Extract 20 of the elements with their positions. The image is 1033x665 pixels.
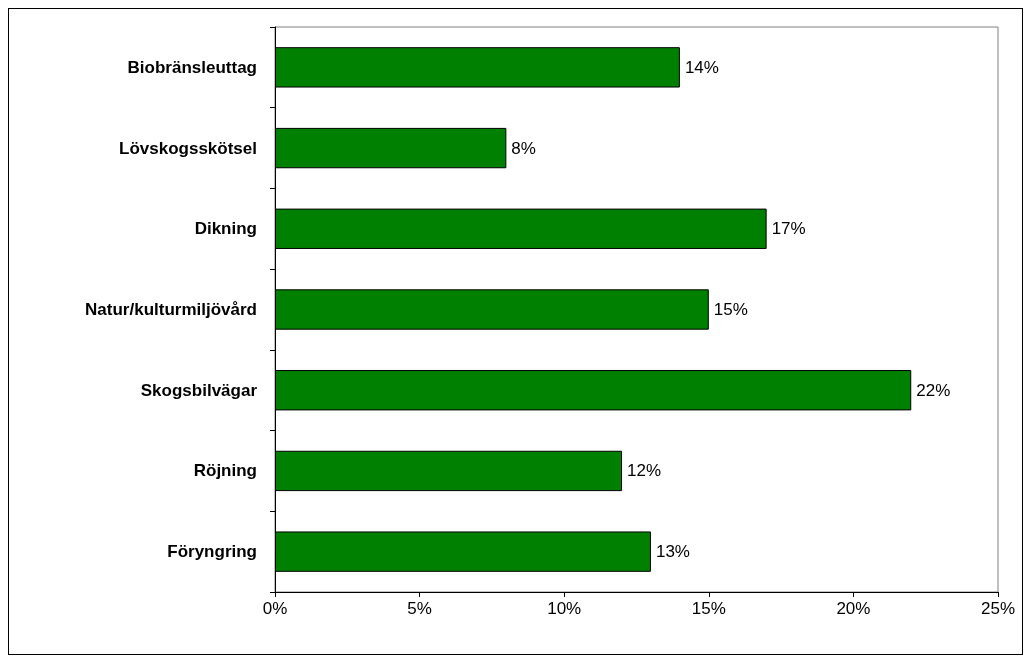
data-label: 13%: [655, 542, 690, 562]
data-label: 14%: [684, 57, 719, 77]
x-tick-label: 10%: [547, 599, 582, 618]
y-tick-label: Lövskogsskötsel: [119, 138, 257, 158]
x-tick-label: 0%: [262, 599, 288, 618]
x-tick-label: 20%: [836, 599, 871, 618]
y-tick-label: Röjning: [193, 461, 257, 481]
data-label: 22%: [916, 380, 951, 400]
data-label: 15%: [713, 300, 748, 319]
y-tick-label: Skogsbilvägar: [140, 380, 258, 400]
x-tick-label: 5%: [407, 599, 432, 618]
x-tick-label: 25%: [980, 599, 1016, 618]
y-tick-label: Biobränsleuttag: [127, 57, 257, 77]
y-tick-label: Föryngring: [167, 542, 257, 562]
y-tick-label: Natur/kulturmiljövård: [85, 300, 257, 319]
y-tick-label: Dikning: [194, 219, 257, 239]
data-label: 17%: [771, 219, 806, 239]
x-tick-label: 15%: [691, 599, 726, 618]
data-label: 8%: [511, 138, 536, 158]
data-label: 12%: [627, 461, 662, 481]
